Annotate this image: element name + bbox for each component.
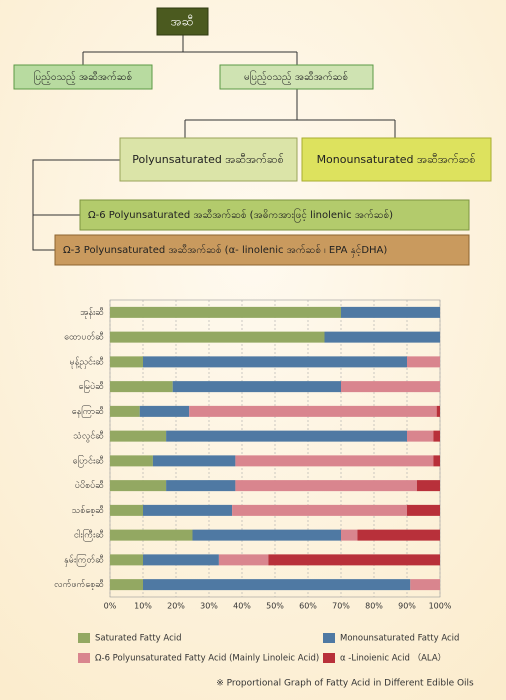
legend-label: Saturated Fatty Acid bbox=[95, 634, 182, 644]
x-tick-label: 100% bbox=[429, 602, 452, 611]
bar-segment bbox=[232, 504, 407, 516]
legend-label: Monounsaturated Fatty Acid bbox=[340, 634, 459, 644]
y-tick-label: ပြောင်းဆီ bbox=[73, 454, 105, 467]
legend-label: α -Linoienic Acid （ALA） bbox=[340, 653, 446, 664]
bar-segment bbox=[235, 480, 417, 492]
bar-segment bbox=[341, 306, 440, 318]
legend-swatch bbox=[323, 653, 335, 663]
node-label: ပြည့်ဝသည့် အဆီအက်ဆစ် bbox=[34, 69, 132, 85]
x-tick-label: 70% bbox=[332, 602, 350, 611]
legend-swatch bbox=[78, 633, 90, 643]
bar-segment bbox=[166, 430, 407, 442]
bar-segment bbox=[143, 504, 233, 516]
y-tick-label: မြေပဲဆီ bbox=[78, 380, 104, 393]
x-tick-label: 0% bbox=[104, 602, 117, 611]
node-box bbox=[219, 64, 374, 90]
caption: ※ Proportional Graph of Fatty Acid in Di… bbox=[216, 679, 474, 689]
y-tick-label: နေကြာဆီ bbox=[72, 405, 105, 418]
bar-segment bbox=[324, 331, 440, 343]
node-box bbox=[156, 7, 209, 36]
node-label: မပြည့်ဝသည့် အဆီအက်ဆစ် bbox=[244, 69, 348, 85]
bar-segment bbox=[268, 554, 440, 566]
bar-segment bbox=[110, 455, 153, 467]
node-box bbox=[13, 64, 153, 90]
node-label: Polyunsaturated အဆီအက်ဆစ် bbox=[132, 153, 283, 166]
x-tick-label: 20% bbox=[167, 602, 185, 611]
bar-segment bbox=[416, 480, 440, 492]
node-label: Monounsaturated အဆီအက်ဆစ် bbox=[317, 153, 476, 166]
y-tick-label: နှမ်းကြတ်ဆီ bbox=[64, 553, 104, 566]
bar-segment bbox=[110, 504, 143, 516]
bar-segment bbox=[110, 579, 143, 591]
bar-segment bbox=[110, 405, 140, 417]
x-tick-label: 90% bbox=[398, 602, 416, 611]
bar-segment bbox=[192, 529, 341, 541]
node-label: Ω-6 Polyunsaturated အဆီအက်ဆစ် (အဓိကအားဖြ… bbox=[88, 207, 393, 223]
bar-segment bbox=[139, 405, 190, 417]
bar-segment bbox=[436, 405, 440, 417]
legend-swatch bbox=[323, 633, 335, 643]
y-tick-label: ပဲပိစပ်ဆီ bbox=[75, 480, 104, 491]
y-tick-label: သံလွင်ဆီ bbox=[73, 431, 104, 443]
bar-segment bbox=[433, 430, 440, 442]
bar-segment bbox=[143, 579, 411, 591]
bar-segment bbox=[110, 529, 193, 541]
x-tick-label: 40% bbox=[233, 602, 251, 611]
x-tick-label: 60% bbox=[299, 602, 317, 611]
y-tick-label: မုန့်ညှင်းဆီ bbox=[70, 356, 105, 368]
bar-segment bbox=[341, 381, 440, 393]
bar-segment bbox=[143, 356, 407, 368]
node-box bbox=[54, 234, 470, 266]
bar-segment bbox=[410, 579, 440, 591]
bar-segment bbox=[110, 554, 143, 566]
y-tick-label: ထောပတ်ဆီ bbox=[64, 332, 104, 343]
y-tick-label: သစ်စေ့ဆီ bbox=[72, 505, 105, 516]
y-tick-label: အုန်းဆီ bbox=[80, 307, 104, 319]
bar-segment bbox=[110, 480, 167, 492]
bar-segment bbox=[143, 554, 219, 566]
bar-segment bbox=[407, 430, 434, 442]
x-tick-label: 30% bbox=[200, 602, 218, 611]
x-tick-label: 50% bbox=[266, 602, 284, 611]
chart: 0% 10% 20% 30% 40% 50% 60% 70% 80% 90% 100% အုန်းဆီ… bbox=[54, 299, 459, 664]
bar-segment bbox=[235, 455, 434, 467]
x-tick-label: 80% bbox=[365, 602, 383, 611]
legend-label: Ω-6 Polyunsaturated Fatty Acid (Mainly L… bbox=[95, 654, 319, 664]
node-label: Ω-3 Polyunsaturated အဆီအက်ဆစ် (α- linole… bbox=[63, 243, 387, 258]
bar-segment bbox=[172, 381, 341, 393]
diagram: အဆီ ပြည့်ဝသည့် အဆီအက်ဆစ် မပြည့်ဝသည့် အဆီ… bbox=[13, 7, 492, 266]
bar-segment bbox=[189, 405, 437, 417]
bar-segment bbox=[110, 306, 341, 318]
node-label: အဆီ bbox=[171, 14, 194, 29]
connector bbox=[32, 35, 396, 251]
x-tick-label: 10% bbox=[134, 602, 152, 611]
bar-segment bbox=[152, 455, 236, 467]
bar-segment bbox=[110, 356, 143, 368]
y-tick-label: ငါးကြီးဆီ bbox=[74, 529, 104, 542]
bar-segment bbox=[166, 480, 236, 492]
node-box bbox=[79, 199, 470, 231]
bar-segment bbox=[110, 381, 173, 393]
bar-segment bbox=[357, 529, 440, 541]
bar-segment bbox=[433, 455, 440, 467]
bar-segment bbox=[341, 529, 358, 541]
y-tick-label: လက်ဖက်စေ့ဆီ bbox=[54, 579, 104, 590]
node-box bbox=[301, 137, 492, 182]
node-box bbox=[119, 137, 298, 182]
bar-segment bbox=[110, 430, 167, 442]
bar-segment bbox=[407, 504, 440, 516]
legend-swatch bbox=[78, 653, 90, 663]
bar-segment bbox=[407, 356, 440, 368]
bar-segment bbox=[218, 554, 269, 566]
bar-segment bbox=[110, 331, 325, 343]
